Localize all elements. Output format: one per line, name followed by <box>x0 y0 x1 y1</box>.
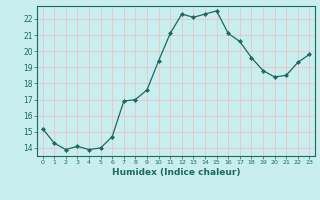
X-axis label: Humidex (Indice chaleur): Humidex (Indice chaleur) <box>112 168 240 177</box>
